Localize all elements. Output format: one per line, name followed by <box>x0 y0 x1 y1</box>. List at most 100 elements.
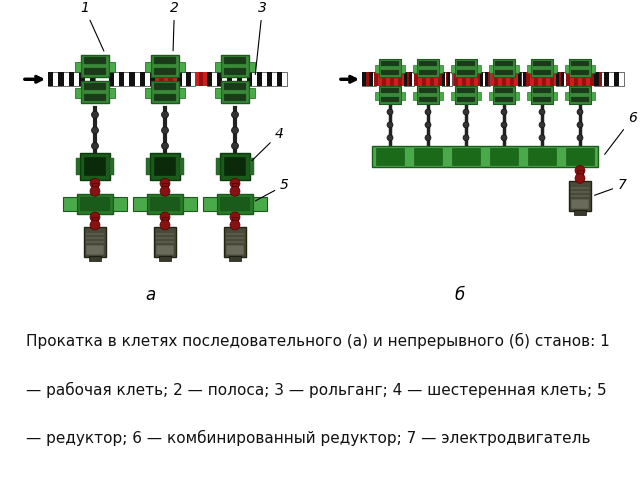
Bar <box>183 197 197 211</box>
Circle shape <box>230 186 240 196</box>
Bar <box>493 60 515 77</box>
Bar <box>151 81 179 103</box>
Bar <box>150 72 155 86</box>
Bar <box>84 94 106 101</box>
Bar <box>232 217 238 224</box>
Bar <box>454 72 458 86</box>
Bar <box>574 210 586 215</box>
Circle shape <box>575 173 585 183</box>
Bar <box>84 156 106 176</box>
Bar <box>76 157 80 175</box>
Text: 2: 2 <box>170 1 179 51</box>
Circle shape <box>387 122 393 128</box>
Bar <box>480 72 490 86</box>
Circle shape <box>92 111 99 118</box>
Bar <box>179 88 185 98</box>
Bar <box>571 61 589 66</box>
Bar <box>89 256 101 261</box>
Bar <box>531 60 553 77</box>
Bar <box>550 72 554 86</box>
Bar <box>366 72 370 86</box>
Bar <box>561 72 563 86</box>
Bar <box>146 157 150 175</box>
Circle shape <box>425 109 431 115</box>
Bar <box>257 72 262 86</box>
Bar <box>226 241 244 243</box>
Circle shape <box>230 179 240 188</box>
Bar <box>109 72 114 86</box>
Bar <box>439 92 443 100</box>
Bar <box>419 88 437 93</box>
Bar <box>224 156 246 176</box>
Bar <box>565 65 569 73</box>
Bar <box>485 72 488 86</box>
Bar <box>154 94 176 101</box>
Text: 7: 7 <box>595 178 627 195</box>
Bar <box>221 81 249 103</box>
Bar <box>495 97 513 102</box>
Bar <box>69 72 74 86</box>
Bar <box>154 68 176 75</box>
Bar <box>154 156 176 176</box>
Bar <box>439 65 443 73</box>
Bar <box>571 195 589 197</box>
Bar <box>477 65 481 73</box>
Bar <box>527 92 531 100</box>
Bar <box>145 62 151 72</box>
Bar <box>566 72 570 86</box>
Bar <box>253 197 267 211</box>
Circle shape <box>232 143 239 149</box>
Circle shape <box>501 122 507 128</box>
Bar <box>404 72 414 86</box>
Bar <box>58 72 63 86</box>
Circle shape <box>160 186 170 196</box>
Bar <box>226 237 244 239</box>
Bar <box>442 72 445 86</box>
Bar <box>478 72 482 86</box>
Bar <box>571 88 589 93</box>
Text: 1: 1 <box>80 1 104 51</box>
Bar <box>229 256 241 261</box>
Bar <box>591 92 595 100</box>
Circle shape <box>90 212 100 222</box>
Bar <box>419 71 437 75</box>
Bar <box>129 72 134 86</box>
Bar <box>159 256 171 261</box>
Circle shape <box>387 109 393 115</box>
Bar <box>81 56 109 77</box>
Bar <box>75 62 81 72</box>
Circle shape <box>539 135 545 141</box>
Bar <box>533 61 551 66</box>
Bar <box>574 72 578 86</box>
Circle shape <box>232 111 239 118</box>
Bar <box>594 72 624 86</box>
Circle shape <box>90 220 100 230</box>
Bar <box>84 68 106 75</box>
Bar <box>518 72 522 86</box>
Circle shape <box>230 212 240 222</box>
Bar <box>232 183 238 190</box>
Bar <box>527 65 531 73</box>
Bar <box>84 227 106 257</box>
Bar <box>413 92 417 100</box>
Bar <box>150 153 180 180</box>
Bar <box>80 153 110 180</box>
Bar <box>477 92 481 100</box>
Circle shape <box>232 127 239 134</box>
Bar <box>382 72 386 86</box>
Bar <box>401 65 405 73</box>
Bar <box>362 72 602 86</box>
Bar <box>414 148 442 166</box>
Bar <box>80 197 110 211</box>
Circle shape <box>501 109 507 115</box>
Bar <box>199 72 203 86</box>
Bar <box>154 58 176 64</box>
Bar <box>486 72 490 86</box>
Bar <box>133 197 147 211</box>
Bar <box>451 92 455 100</box>
Bar <box>86 241 104 243</box>
Text: — редуктор; 6 — комбинированный редуктор; 7 — электродвигатель: — редуктор; 6 — комбинированный редуктор… <box>26 430 590 446</box>
Bar <box>470 72 474 86</box>
Bar <box>533 97 551 102</box>
Bar <box>569 181 591 211</box>
